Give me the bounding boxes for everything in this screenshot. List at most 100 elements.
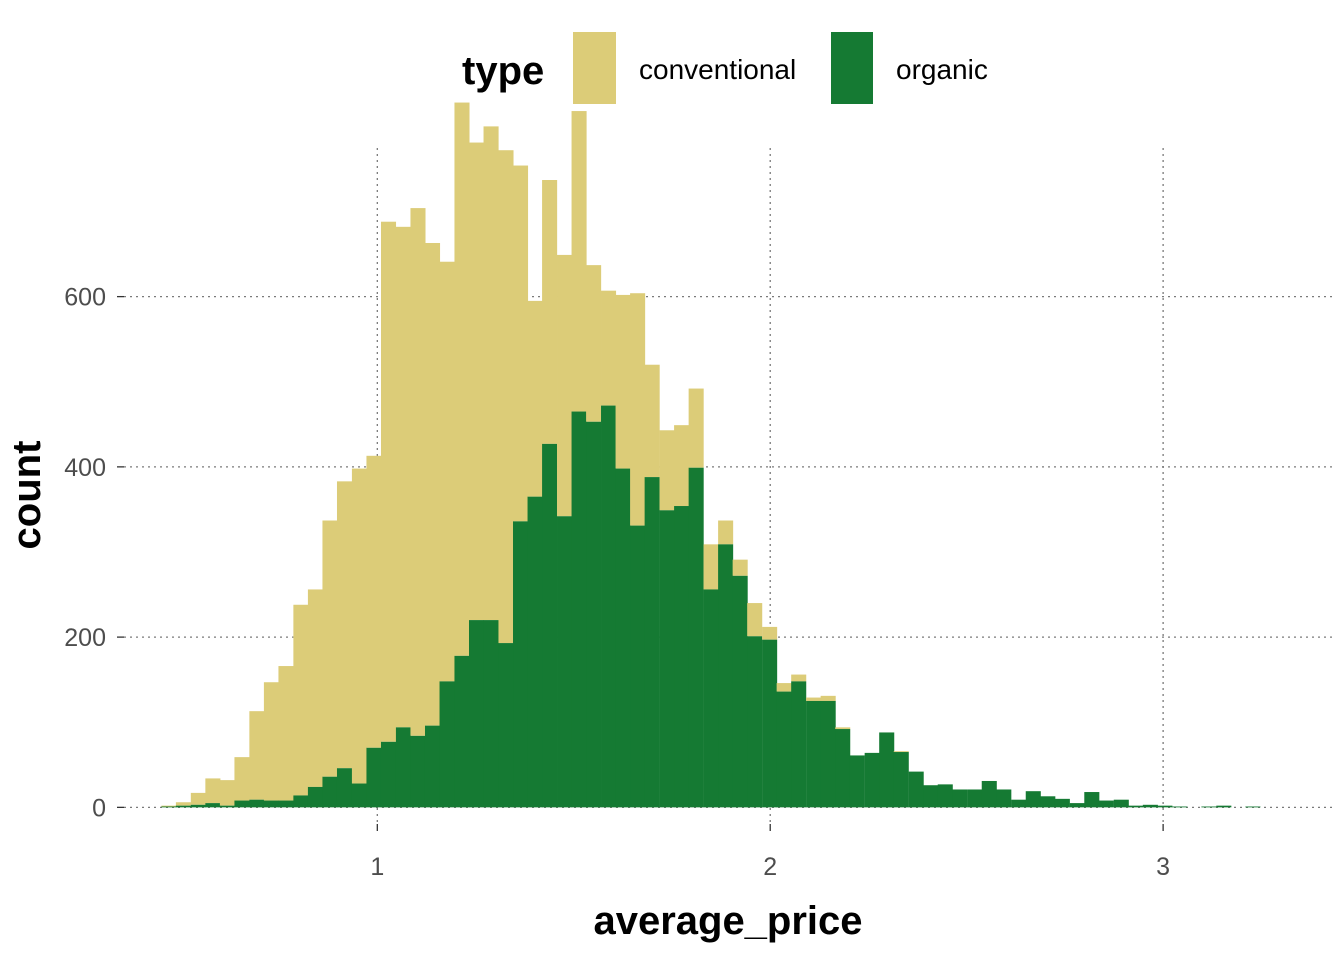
bar-organic-45 [820,700,836,808]
bar-organic-66 [1128,805,1144,808]
bar-conventional-40 [747,603,763,637]
y-axis-title: count [5,441,49,550]
bar-organic-22 [483,620,499,808]
bar-conventional-38 [718,520,734,545]
bar-organic-1 [175,805,191,808]
bar-organic-25 [527,496,543,808]
bar-organic-35 [674,506,690,808]
bar-organic-5 [234,800,250,808]
bar-conventional-28 [571,111,587,412]
bar-conventional-33 [644,364,660,478]
bar-conventional-21 [469,142,485,621]
bar-organic-61 [1054,798,1070,808]
bar-organic-42 [776,691,792,808]
bar-organic-49 [879,732,895,808]
x-axis-title: average_price [593,899,862,943]
bar-organic-8 [278,800,294,808]
bar-conventional-22 [483,126,499,621]
bar-organic-74 [1245,806,1261,808]
bar-organic-27 [557,516,573,808]
bar-organic-23 [498,643,514,808]
bar-organic-10 [307,786,323,808]
y-tick-label-400: 400 [64,454,106,482]
bar-organic-12 [336,768,353,808]
bar-organic-67 [1142,804,1158,808]
bar-organic-46 [835,729,851,808]
y-tick-label-600: 600 [64,284,106,312]
bar-conventional-16 [395,226,411,728]
bar-organic-56 [981,780,997,808]
bar-organic-51 [908,771,924,808]
bar-conventional-13 [351,468,367,784]
bar-organic-19 [439,681,455,808]
bar-conventional-17 [410,208,426,736]
legend: type conventional organic [462,32,988,104]
bar-organic-6 [249,799,265,808]
bar-organic-41 [762,639,778,808]
bar-conventional-1 [175,802,191,806]
bar-organic-20 [454,655,470,808]
bar-organic-24 [513,521,529,808]
bar-organic-50 [893,752,909,808]
bar-conventional-9 [293,604,309,796]
y-tick-label-200: 200 [64,624,106,652]
bar-conventional-25 [527,300,543,497]
bar-organic-29 [586,421,602,808]
legend-label-organic: organic [896,54,988,85]
bar-organic-47 [849,755,865,808]
bar-organic-44 [806,700,822,808]
bar-organic-48 [864,752,880,808]
bar-conventional-44 [806,697,822,701]
bar-conventional-12 [336,481,353,769]
bar-conventional-10 [307,589,323,787]
bar-conventional-20 [454,102,470,656]
legend-title: type [462,49,544,93]
bar-organic-38 [718,544,734,808]
bar-conventional-7 [263,682,279,801]
bar-organic-59 [1025,791,1041,808]
bar-organic-2 [190,804,206,808]
bar-organic-16 [395,727,411,808]
bar-conventional-5 [234,757,250,801]
bar-organic-72 [1216,805,1232,808]
bar-organic-52 [923,785,939,808]
x-tick-label-2: 2 [763,853,777,881]
bar-conventional-4 [219,780,235,806]
bar-conventional-8 [278,666,294,801]
bar-organic-14 [366,747,382,808]
bar-organic-60 [1040,796,1056,808]
bar-organic-68 [1157,805,1173,808]
x-tick-label-3: 3 [1156,853,1170,881]
bar-organic-55 [967,789,983,808]
bar-conventional-19 [439,261,455,682]
bar-conventional-45 [820,695,836,701]
bar-organic-36 [688,467,704,808]
bar-organic-34 [659,510,675,808]
bar-organic-64 [1098,800,1114,808]
bar-organic-30 [601,405,617,808]
bar-conventional-41 [762,626,778,640]
bar-organic-0 [161,806,177,808]
y-tick-label-0: 0 [92,794,106,822]
bar-conventional-35 [674,425,690,507]
bar-organic-4 [219,805,235,808]
legend-label-conventional: conventional [639,54,796,85]
axes: 1 2 3 0 200 400 600 [64,284,1170,881]
bar-conventional-15 [380,221,397,742]
bar-conventional-31 [615,294,631,469]
legend-key-conventional [573,32,616,104]
bar-organic-3 [205,803,221,808]
bar-conventional-11 [322,520,338,777]
bar-conventional-43 [791,674,807,682]
bar-conventional-2 [190,792,206,805]
bar-organic-33 [644,477,660,808]
bar-organic-53 [937,784,953,808]
bar-conventional-36 [688,388,704,468]
bar-conventional-0 [161,805,177,807]
bar-organic-11 [322,776,338,808]
bar-organic-15 [380,741,397,808]
bar-organic-31 [615,468,631,808]
bar-conventional-42 [776,683,792,692]
bar-conventional-18 [424,242,441,726]
